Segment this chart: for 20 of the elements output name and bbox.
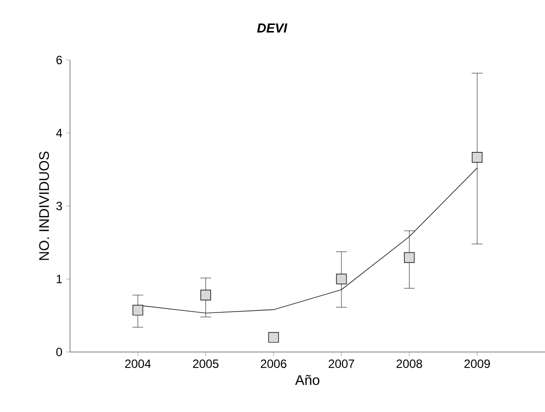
x-tick-label: 2006 <box>260 360 286 368</box>
point <box>336 274 347 284</box>
point <box>404 252 415 263</box>
x-tick-label: 2007 <box>328 360 354 368</box>
point <box>268 332 279 343</box>
point <box>472 152 482 163</box>
y-tick-label: 3 <box>56 202 62 210</box>
chart-title: DEVI <box>257 24 288 32</box>
y-tick-label: 4 <box>56 128 62 138</box>
x-tick-label: 2005 <box>193 360 219 368</box>
x-tick-label: 2008 <box>396 360 422 368</box>
x-tick-label: 2004 <box>125 360 151 368</box>
y-tick-label: 1 <box>56 274 62 284</box>
x-axis-title: Año <box>295 374 320 385</box>
x-tick-label: 2009 <box>464 360 490 368</box>
y-tick-label: 6 <box>56 56 62 64</box>
point <box>132 304 144 316</box>
y-axis-title: NO. INDIVIDUOS <box>39 152 49 260</box>
y-tick-label: 0 <box>56 348 62 356</box>
point <box>200 290 211 300</box>
